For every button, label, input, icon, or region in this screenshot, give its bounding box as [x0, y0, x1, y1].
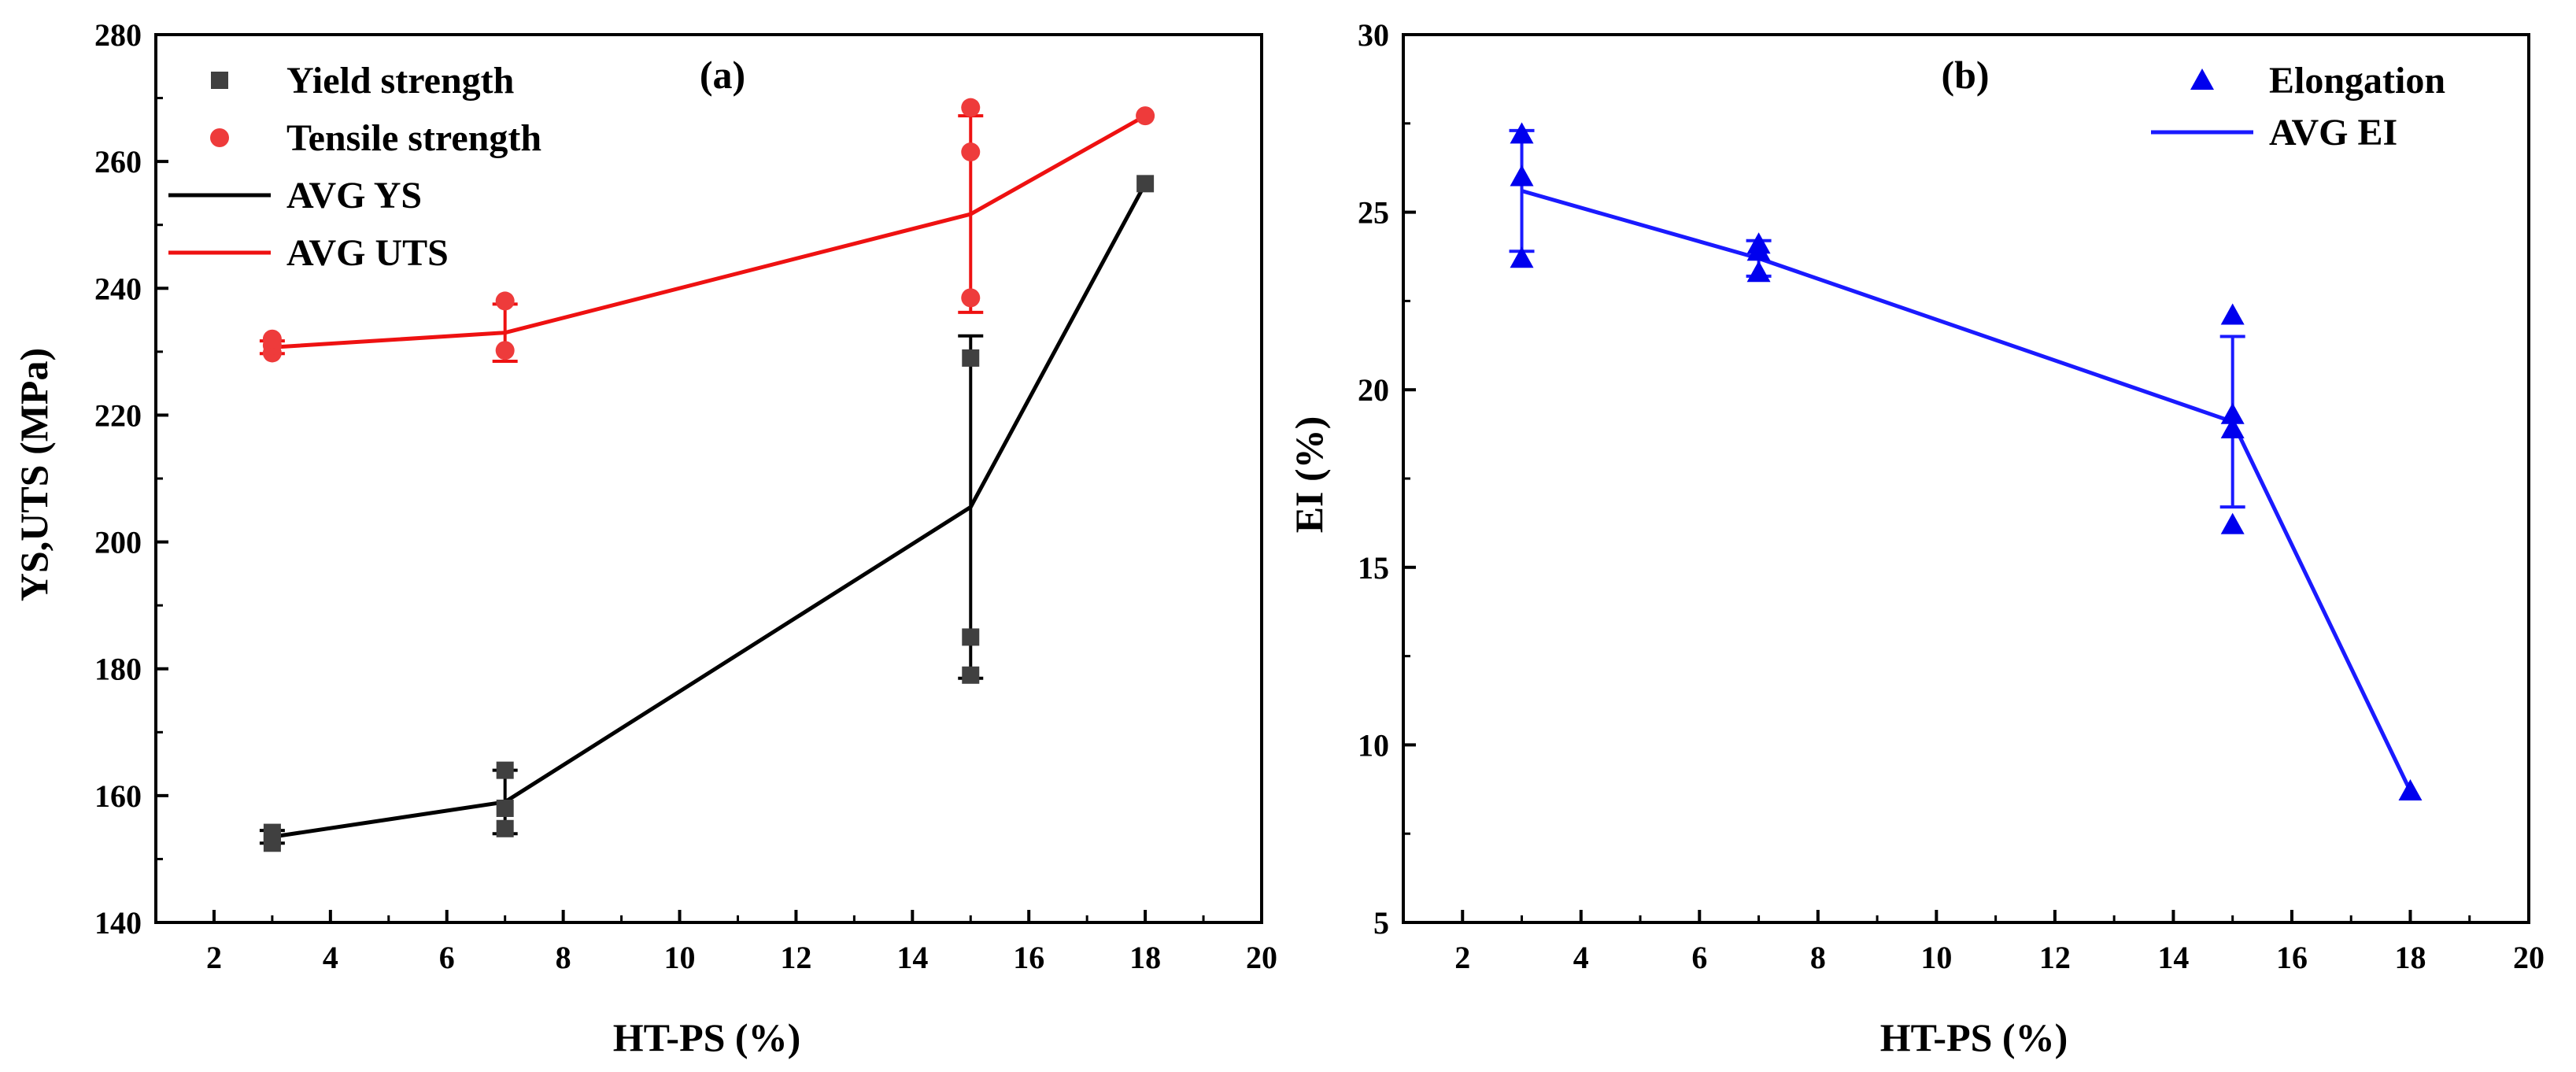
x-tick-label: 4 [1573, 940, 1589, 975]
y-tick-label: 200 [94, 525, 142, 560]
x-tick-label: 12 [780, 940, 811, 975]
legend-marker [211, 72, 228, 89]
legend-marker [2190, 68, 2214, 90]
panel-a-label: (a) [700, 53, 745, 97]
legend-marker [210, 128, 229, 147]
x-tick-label: 20 [1246, 940, 1277, 975]
data-point [2220, 512, 2245, 534]
y-tick-label: 280 [94, 17, 142, 53]
data-point [1510, 246, 1534, 268]
plot-frame [154, 33, 1263, 924]
x-tick-label: 6 [439, 940, 455, 975]
data-point [1746, 232, 1771, 254]
panel-a-legend: Yield strength Tensile strength AVG YS AVG … [168, 60, 541, 274]
y-tick-label: 30 [1358, 17, 1389, 53]
x-tick-label: 20 [2513, 940, 2545, 975]
data-point [495, 291, 515, 311]
x-tick-label: 14 [2157, 940, 2189, 975]
data-point [2398, 779, 2423, 801]
y-tick-label: 260 [94, 144, 142, 179]
x-tick-label: 10 [664, 940, 696, 975]
y-tick-label: 25 [1358, 195, 1389, 231]
data-point [496, 819, 514, 837]
x-tick-label: 12 [2039, 940, 2071, 975]
legend-label: AVG UTS [286, 232, 449, 274]
y-tick-label: 160 [94, 778, 142, 814]
y-tick-label: 20 [1358, 372, 1389, 408]
data-point [2220, 416, 2245, 438]
x-tick-label: 10 [1920, 940, 1952, 975]
data-point [1136, 106, 1155, 126]
y-tick-label: 140 [94, 905, 142, 941]
data-point [1746, 261, 1771, 283]
y-tick-label: 240 [94, 271, 142, 306]
panel-a-x-axis-title: HT-PS (%) [613, 1015, 800, 1059]
data-point [1136, 175, 1155, 193]
x-tick-label: 16 [2276, 940, 2308, 975]
panel-b-plot-area: 2 4 6 8 10 12 14 16 18 20 5 10 15 20 25 30 [1358, 17, 2545, 975]
panel-b-x-axis-title: HT-PS (%) [1880, 1015, 2068, 1059]
data-point [962, 666, 980, 684]
y-tick-label: 10 [1358, 727, 1389, 763]
legend-label: AVG YS [286, 175, 422, 216]
series-line [1521, 189, 2412, 793]
data-point [263, 823, 281, 841]
data-point [961, 98, 981, 117]
x-tick-label: 2 [206, 940, 222, 975]
x-tick-label: 6 [1691, 940, 1707, 975]
x-tick-label: 18 [1129, 940, 1161, 975]
x-tick-label: 16 [1013, 940, 1044, 975]
legend-label: Tensile strength [286, 117, 541, 159]
panel-b: 2 4 6 8 10 12 14 16 18 20 5 10 15 20 25 30 (b) HT-PS (%… [1287, 17, 2545, 1059]
data-point [2220, 303, 2245, 325]
x-tick-label: 8 [556, 940, 571, 975]
series-line [272, 183, 1148, 839]
legend-label: Yield strength [286, 60, 514, 102]
data-point [961, 142, 981, 162]
data-point [962, 628, 980, 646]
data-point [961, 288, 981, 308]
panel-a-plot-area: 2 4 6 8 10 12 14 16 18 20 140 160 180 200 220 240 260 280 [94, 17, 1277, 975]
panel-b-label: (b) [1941, 53, 1989, 97]
data-point [1510, 122, 1534, 144]
data-point [496, 799, 514, 817]
x-tick-label: 14 [896, 940, 928, 975]
data-point [495, 341, 515, 360]
series-line [272, 113, 1147, 349]
y-tick-label: 220 [94, 397, 142, 433]
panel-b-legend: Elongation AVG EI [2151, 60, 2445, 153]
panel-a-y-axis-title: YS,UTS (MPa) [12, 348, 56, 601]
legend-label: AVG EI [2269, 112, 2397, 153]
plot-frame [1402, 33, 2530, 924]
panel-b-y-axis-title: EI (%) [1287, 416, 1331, 534]
y-tick-label: 5 [1373, 905, 1389, 941]
x-tick-label: 8 [1810, 940, 1826, 975]
data-point [496, 761, 514, 779]
data-point [2220, 402, 2245, 424]
legend-label: Elongation [2269, 60, 2445, 102]
x-tick-label: 2 [1454, 940, 1470, 975]
data-point [962, 349, 980, 367]
x-tick-label: 4 [323, 940, 338, 975]
y-tick-label: 15 [1358, 550, 1389, 586]
data-point [262, 329, 282, 349]
x-tick-label: 18 [2394, 940, 2426, 975]
data-point [1510, 164, 1534, 187]
y-tick-label: 180 [94, 652, 142, 687]
panel-a: 2 4 6 8 10 12 14 16 18 20 140 160 180 200 220 240 260 280… [12, 17, 1277, 1059]
